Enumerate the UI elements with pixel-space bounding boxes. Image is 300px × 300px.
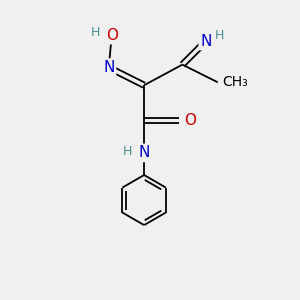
Text: N: N [103,60,115,75]
Text: CH₃: CH₃ [222,75,248,89]
Text: N: N [200,34,211,49]
Text: H: H [214,29,224,42]
Text: O: O [106,28,118,43]
Text: N: N [138,146,150,160]
Text: H: H [91,26,100,39]
Text: O: O [184,113,196,128]
Text: H: H [123,145,133,158]
